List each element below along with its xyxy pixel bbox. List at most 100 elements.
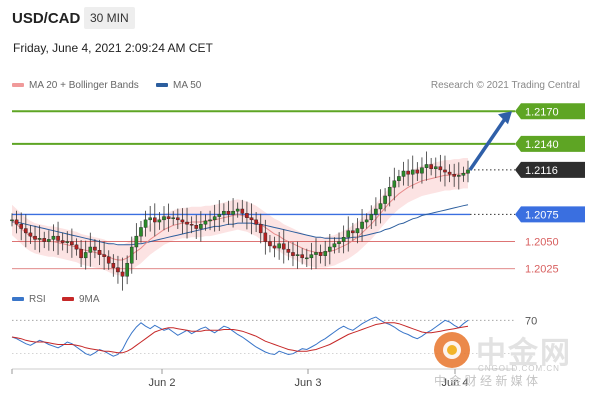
- candle-body: [129, 246, 134, 264]
- x-axis: Jun 2 Jun 3 Jun 4: [11, 368, 515, 389]
- rsi-legend-label: RSI: [29, 294, 46, 305]
- candle-body: [65, 241, 70, 243]
- candle-body: [295, 254, 300, 256]
- candle-body: [337, 241, 341, 244]
- candle-body: [102, 254, 106, 257]
- legend-rsi-ma: 9MA: [62, 294, 100, 305]
- candle-body: [176, 217, 180, 221]
- candle-body: [429, 164, 433, 170]
- ma50-line: [12, 204, 469, 246]
- candle-body: [272, 245, 277, 249]
- legend-ma20: MA 20 + Bollinger Bands: [12, 80, 139, 91]
- candle-body: [406, 170, 410, 175]
- candle-body: [318, 252, 323, 256]
- candle-body: [10, 219, 14, 222]
- candle-body: [162, 216, 166, 221]
- level-label-text: 1.2170: [525, 106, 559, 118]
- candle-body: [268, 241, 272, 247]
- candle-body: [392, 180, 397, 188]
- candle-body: [254, 219, 258, 225]
- candle-body: [263, 232, 268, 242]
- cngold-logo-icon: [434, 332, 470, 368]
- moving-averages: [11, 172, 469, 261]
- candle-body: [360, 221, 364, 229]
- candle-body: [374, 208, 378, 215]
- rsi-line: [11, 316, 469, 357]
- projection-arrow-shaft: [468, 116, 508, 171]
- candle-body: [60, 240, 65, 243]
- candle-body: [74, 244, 79, 250]
- candle-body: [401, 170, 406, 177]
- candle-body: [171, 217, 176, 219]
- candle-body: [328, 246, 332, 252]
- candle-body: [433, 166, 438, 170]
- cngold-watermark: 中金网 CNGOLD.COM.CN 中 金 财 经 新 媒 体: [432, 328, 582, 388]
- level-label-text: 1.2025: [525, 264, 559, 276]
- level-label-box: [515, 161, 585, 178]
- candle-body: [314, 252, 318, 255]
- candle-body: [383, 195, 387, 204]
- candle-body: [438, 166, 443, 171]
- candle-body: [47, 239, 51, 242]
- candle-body: [111, 263, 116, 268]
- candle-body: [286, 248, 291, 253]
- level-labels: 1.2170 1.2140 1.2116 1.2075 1.2050 1.2025: [515, 103, 585, 276]
- rsi-ma-swatch: [62, 297, 74, 302]
- watermark-url: CNGOLD.COM.CN: [478, 364, 560, 373]
- candle-body: [277, 243, 281, 249]
- rsi-panel: 70: [11, 315, 537, 357]
- level-lines: [12, 110, 515, 270]
- candles: [10, 151, 470, 291]
- candle-body: [199, 223, 203, 229]
- candle-body: [88, 246, 93, 253]
- legend-rsi: RSI: [12, 294, 46, 305]
- watermark-brand: 中金网: [476, 337, 572, 370]
- candle-body: [452, 174, 456, 177]
- symbol-title: USD/CAD: [12, 10, 81, 27]
- ma50-swatch: [156, 83, 168, 88]
- watermark-sub: 中 金 财 经 新 媒 体: [434, 374, 539, 388]
- candle-body: [415, 169, 420, 174]
- ma20-line: [11, 172, 468, 261]
- candle-body: [106, 256, 111, 264]
- candle-body: [231, 210, 235, 215]
- candle-body: [194, 225, 199, 229]
- candle-body: [93, 246, 97, 251]
- candle-body: [332, 243, 337, 248]
- candle-body: [281, 243, 286, 250]
- candle-body: [300, 254, 304, 259]
- candle-body: [369, 214, 374, 221]
- candle-body: [134, 235, 139, 248]
- ma50-label: MA 50: [173, 80, 202, 91]
- candle-body: [116, 267, 120, 273]
- candle-body: [79, 248, 83, 259]
- candle-body: [355, 228, 360, 234]
- candle-body: [42, 238, 47, 242]
- timestamp: Friday, June 4, 2021 2:09:24 AM CET: [13, 41, 213, 55]
- candle-body: [185, 221, 189, 225]
- candle-body: [397, 176, 401, 181]
- candle-body: [14, 219, 19, 225]
- candle-body: [217, 214, 222, 217]
- candle-body: [323, 251, 328, 256]
- candle-body: [33, 235, 37, 240]
- rsi-swatch: [12, 297, 24, 302]
- ma20-swatch: [12, 83, 24, 88]
- candle-body: [245, 213, 249, 218]
- bollinger-band: [12, 158, 468, 276]
- level-label-box: [515, 103, 585, 120]
- candle-body: [291, 252, 295, 256]
- candle-body: [410, 169, 415, 175]
- timeframe-badge[interactable]: 30 MIN: [84, 7, 135, 29]
- candle-body: [387, 187, 392, 197]
- rsi-ma-line: [11, 322, 469, 354]
- candle-body: [83, 252, 88, 259]
- candle-body: [139, 227, 143, 237]
- candle-body: [56, 235, 60, 241]
- level-label-text: 1.2075: [525, 209, 559, 221]
- candle-body: [143, 219, 148, 228]
- candle-body: [28, 232, 33, 237]
- candle-body: [424, 164, 429, 168]
- candle-body: [120, 271, 125, 277]
- candle-body: [212, 216, 217, 221]
